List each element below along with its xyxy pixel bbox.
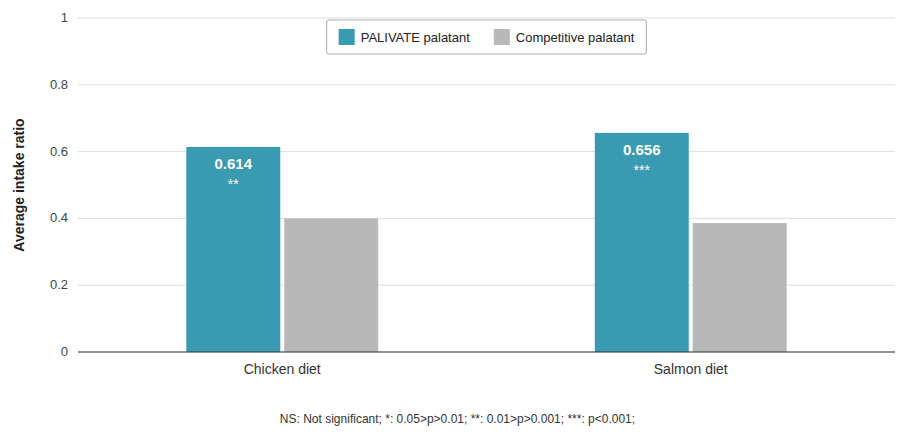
- y-tick-label: 0.4: [50, 210, 68, 225]
- y-axis-label: Average intake ratio: [11, 118, 27, 251]
- data-labels: 0.614 ** 0.656 ***: [214, 141, 660, 192]
- legend-swatch: [339, 29, 355, 45]
- y-axis: 0 0.2 0.4 0.6 0.8 1: [50, 10, 68, 359]
- grid-line: [78, 84, 895, 85]
- y-tick-label: 0.6: [50, 144, 68, 159]
- x-axis: Chicken diet Salmon diet: [78, 352, 895, 377]
- annotation: ***: [634, 162, 651, 178]
- chart-container: 0 0.2 0.4 0.6 0.8 1 Average intake ratio 0.614 *…: [0, 0, 915, 437]
- grid: [78, 18, 895, 352]
- y-tick-label: 1: [61, 10, 68, 25]
- bar: [693, 223, 787, 352]
- data-label: 0.656: [623, 141, 661, 158]
- page: {"chart_data": {"type": "bar", "categori…: [0, 0, 915, 437]
- footnote: NS: Not significant; *: 0.05>p>0.01; **:…: [280, 412, 635, 426]
- x-axis-line: [78, 352, 895, 353]
- legend-swatch: [494, 29, 510, 45]
- y-tick-label: 0.8: [50, 77, 68, 92]
- bar: [284, 218, 378, 352]
- legend-label: PALIVATE palatant: [361, 30, 471, 45]
- y-tick-label: 0.2: [50, 277, 68, 292]
- chart-svg: 0 0.2 0.4 0.6 0.8 1 Average intake ratio 0.614 *…: [0, 0, 915, 437]
- legend-label: Competitive palatant: [516, 30, 635, 45]
- annotation: **: [228, 176, 239, 192]
- grid-line: [78, 352, 895, 353]
- bars: [186, 133, 786, 352]
- y-tick-label: 0: [61, 344, 68, 359]
- legend-box: [327, 20, 647, 54]
- x-tick-label: Salmon diet: [654, 361, 728, 377]
- bar: [186, 147, 280, 352]
- legend: PALIVATE palatant Competitive palatant: [327, 20, 647, 54]
- x-tick-label: Chicken diet: [244, 361, 321, 377]
- grid-line: [78, 18, 895, 19]
- data-label: 0.614: [214, 155, 252, 172]
- bar: [595, 133, 689, 352]
